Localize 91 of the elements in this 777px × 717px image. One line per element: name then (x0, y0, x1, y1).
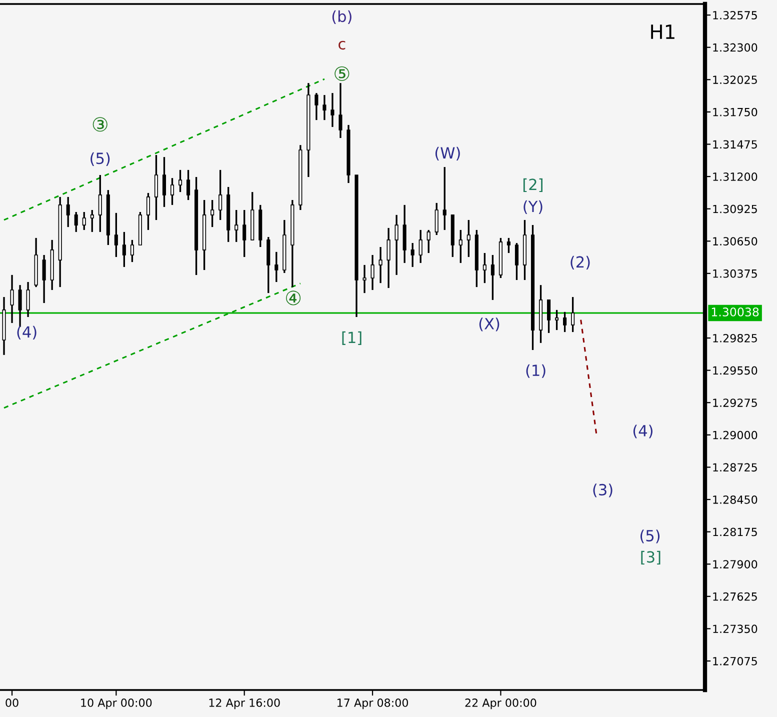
annotation: (2) (570, 256, 590, 270)
annotation: (Y) (524, 200, 542, 214)
annotation: ④ (286, 290, 301, 306)
candlestick (130, 239, 134, 263)
y-tick-label: 1.30925 (713, 204, 757, 214)
annotation: ⑤ (334, 66, 350, 81)
annotation: [2] (523, 178, 542, 192)
candlestick (410, 242, 414, 268)
candlestick (322, 94, 326, 121)
candlestick (26, 281, 30, 318)
candlestick (546, 299, 551, 334)
candlestick (114, 212, 118, 258)
candlestick (82, 211, 86, 231)
candlestick (466, 219, 470, 258)
annotation: (5) (90, 152, 110, 166)
y-tick-label: 1.29825 (713, 334, 757, 342)
candlestick (563, 311, 567, 333)
candlestick (378, 246, 382, 284)
candlestick (242, 209, 246, 258)
x-tick-label: 12 Apr 16:00 (209, 698, 280, 710)
x-tick-label: 00 (6, 698, 18, 707)
annotation: (X) (479, 318, 500, 332)
candlestick (394, 214, 398, 276)
annotation: (4) (17, 326, 36, 340)
y-tick-label: 1.29275 (713, 398, 757, 407)
y-tick-label: 1.31750 (713, 108, 758, 116)
candlestick (490, 254, 494, 301)
candlestick (458, 229, 462, 264)
y-tick-label: 1.29550 (713, 366, 758, 375)
y-tick-label: 1.27350 (713, 624, 758, 634)
candlestick (482, 252, 486, 284)
y-tick-label: 1.28725 (713, 463, 757, 472)
ref-line-label: 1.30038 (712, 307, 759, 316)
candlestick (571, 296, 575, 333)
y-tick-label: 1.28450 (713, 495, 758, 504)
y-tick-label: 1.29000 (713, 430, 758, 440)
y-tick-label: 1.27075 (713, 656, 757, 666)
y-tick-label: 1.30375 (713, 269, 757, 278)
candlestick (514, 242, 519, 281)
candlestick (362, 264, 366, 294)
candlestick (442, 166, 446, 231)
candlestick (10, 274, 14, 324)
candlestick (170, 177, 174, 206)
y-tick-label: 1.30650 (713, 237, 758, 246)
annotation: (3) (593, 484, 612, 498)
y-tick-label: 1.32300 (713, 43, 758, 52)
annotation: c (338, 40, 346, 50)
x-tick-label: 17 Apr 08:00 (338, 698, 408, 710)
candlestick (418, 229, 422, 264)
candlestick (386, 227, 390, 289)
candlestick (162, 156, 166, 208)
candlestick (90, 209, 94, 233)
candlestick (218, 169, 222, 221)
annotation: (4) (633, 424, 652, 438)
x-tick-label: 10 Apr 00:00 (81, 698, 152, 710)
candlestick (42, 254, 46, 304)
candlestick (74, 211, 78, 233)
candlestick (330, 92, 334, 128)
candlestick (146, 192, 150, 231)
annotation: (W) (435, 146, 460, 160)
annotation: (b) (332, 10, 352, 24)
y-tick-label: 1.27625 (713, 592, 757, 601)
y-tick-label: 1.28175 (713, 528, 757, 536)
annotation: (1) (526, 364, 546, 378)
y-tick-label: 1.31475 (713, 140, 757, 149)
annotation: [3] (641, 550, 660, 565)
text: H1 (651, 24, 674, 39)
candlestick (274, 251, 278, 283)
candlestick (98, 174, 102, 233)
annotation: [1] (342, 331, 362, 345)
candlestick (122, 231, 126, 268)
x-tick-label: 22 Apr 00:00 (465, 698, 536, 710)
candlestick (154, 154, 158, 221)
y-tick-label: 1.27900 (713, 560, 758, 568)
candlestick (338, 82, 342, 139)
candlestick (234, 209, 238, 243)
candlestick (555, 309, 559, 331)
annotation: (5) (640, 530, 660, 544)
candlestick (186, 169, 190, 201)
candlestick (210, 199, 214, 228)
candlestick (506, 237, 511, 254)
candlestick (66, 196, 70, 228)
candlestick (314, 92, 318, 121)
candlestick (426, 229, 430, 254)
y-tick-label: 1.32575 (713, 11, 757, 20)
candlestick (434, 202, 438, 236)
y-tick-label: 1.31200 (713, 172, 758, 181)
annotation: ③ (92, 117, 108, 132)
y-tick-label: 1.32025 (713, 76, 757, 84)
candlestick (178, 169, 182, 193)
candlestick (370, 254, 374, 291)
